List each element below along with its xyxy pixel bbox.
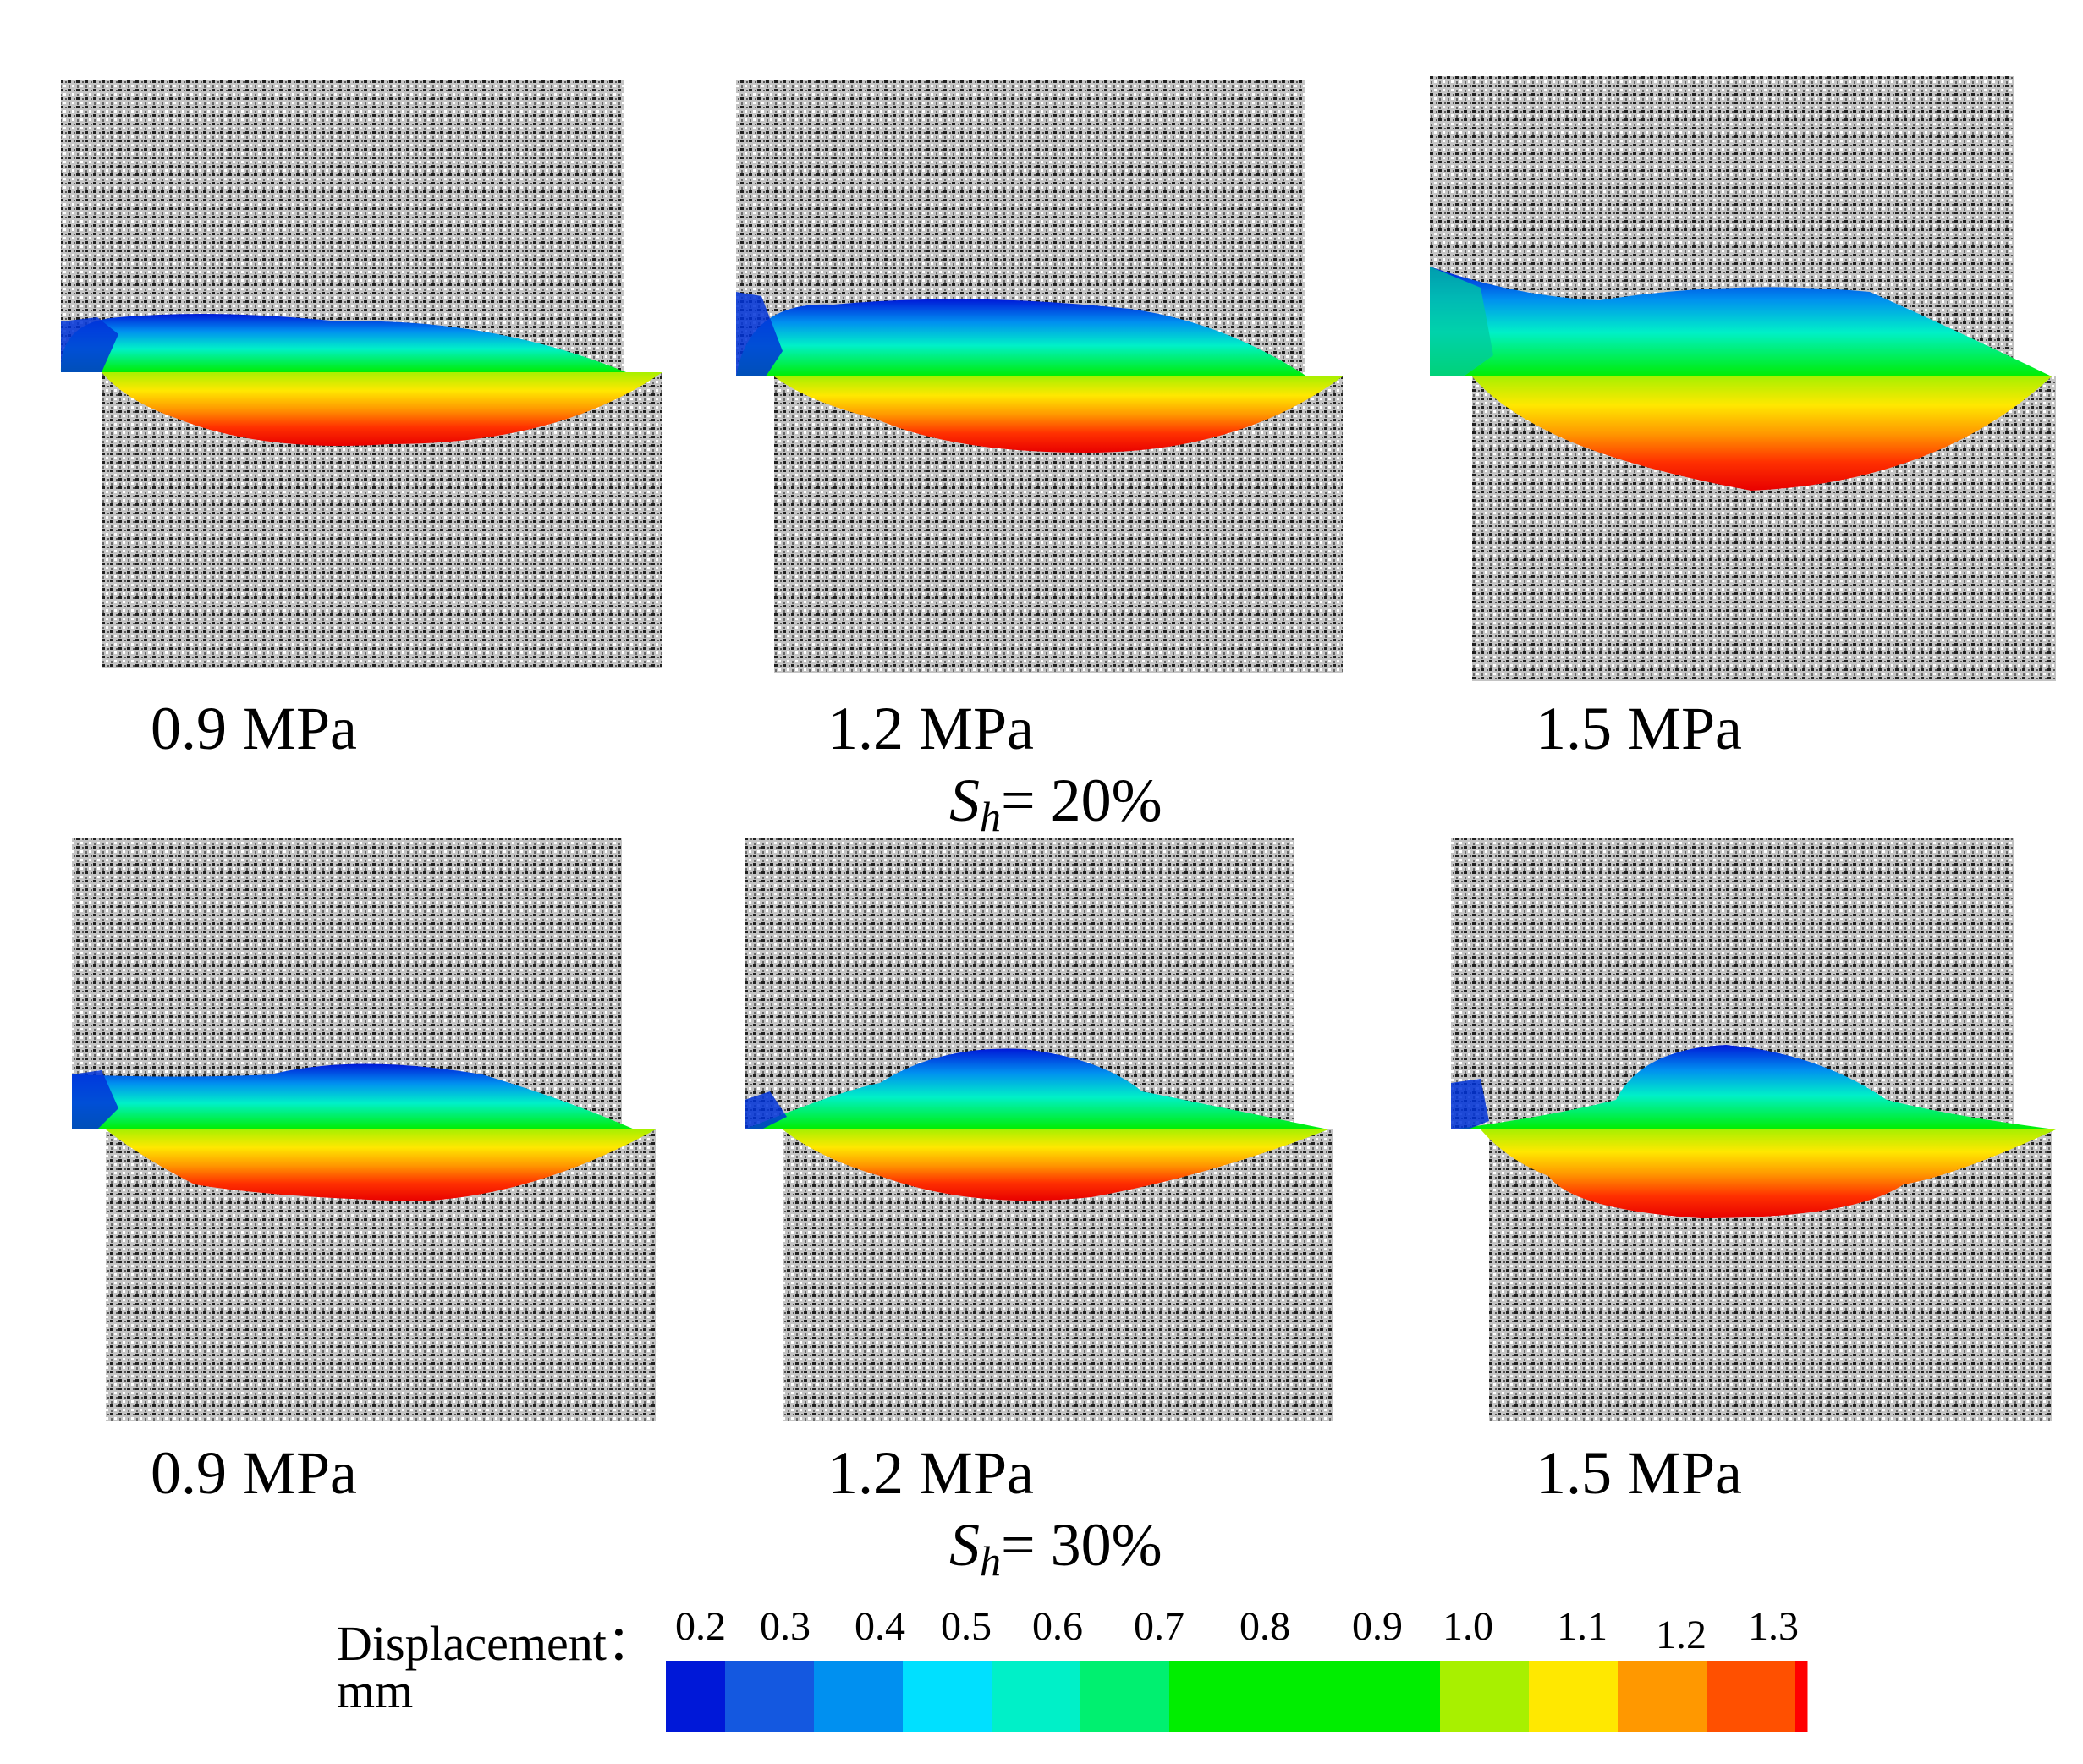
legend-unit: mm — [337, 1663, 414, 1718]
saturation-symbol: S — [949, 1511, 980, 1579]
colorbar-segment — [1707, 1661, 1796, 1732]
panel-sh30-1.2mpa — [736, 838, 1337, 1430]
colorbar-tick-label: 0.3 — [760, 1604, 811, 1649]
colorbar-segment — [1618, 1661, 1707, 1732]
saturation-subscript: h — [980, 793, 1001, 840]
saturation-symbol: S — [949, 767, 980, 834]
pressure-label: 1.2 MPa — [827, 695, 1035, 762]
colorbar-segment — [903, 1661, 992, 1732]
colorbar-segment — [1080, 1661, 1170, 1732]
panel-sh20-1.2mpa — [732, 80, 1349, 673]
group-label-sh30: Sh= 30% — [949, 1510, 1162, 1585]
colorbar-segment — [1795, 1661, 1808, 1732]
colorbar-tick-label: 1.0 — [1443, 1604, 1493, 1649]
panel-sh20-0.9mpa — [51, 80, 668, 673]
pressure-label: 1.5 MPa — [1535, 1439, 1743, 1507]
colorbar-segment — [725, 1661, 815, 1732]
colorbar-tick-label: 0.9 — [1352, 1604, 1403, 1649]
colorbar-segment — [992, 1661, 1081, 1732]
colorbar-tick-label: 1.3 — [1748, 1604, 1799, 1649]
pressure-label: 0.9 MPa — [150, 1439, 358, 1507]
saturation-value: = 30% — [1001, 1511, 1162, 1579]
colorbar-tick-label: 0.6 — [1032, 1604, 1083, 1649]
colorbar-segment — [1440, 1661, 1530, 1732]
panel-sh30-0.9mpa — [59, 838, 668, 1430]
colorbar-tick-label: 0.8 — [1239, 1604, 1290, 1649]
saturation-subscript: h — [980, 1537, 1001, 1585]
colorbar-tick-label: 1.1 — [1557, 1604, 1608, 1649]
colorbar-tick-label: 0.7 — [1134, 1604, 1184, 1649]
colorbar-segment — [1529, 1661, 1619, 1732]
pressure-label: 1.2 MPa — [827, 1439, 1035, 1507]
colorbar-tick-label: 0.2 — [675, 1604, 726, 1649]
saturation-value: = 20% — [1001, 767, 1162, 834]
colorbar-tick-label: 0.4 — [855, 1604, 905, 1649]
pressure-label: 0.9 MPa — [150, 695, 358, 762]
colorbar-tick-label: 0.5 — [941, 1604, 992, 1649]
pressure-label: 1.5 MPa — [1535, 695, 1743, 762]
colorbar — [666, 1661, 1808, 1732]
colorbar-segment — [1169, 1661, 1441, 1732]
colorbar-segment — [666, 1661, 726, 1732]
legend-title: Displacement： — [337, 1616, 656, 1671]
panel-sh30-1.5mpa — [1447, 838, 2064, 1430]
colorbar-segment — [814, 1661, 904, 1732]
panel-sh20-1.5mpa — [1430, 76, 2064, 685]
colorbar-tick-label: 1.2 — [1656, 1613, 1707, 1657]
group-label-sh20: Sh= 20% — [949, 766, 1162, 841]
